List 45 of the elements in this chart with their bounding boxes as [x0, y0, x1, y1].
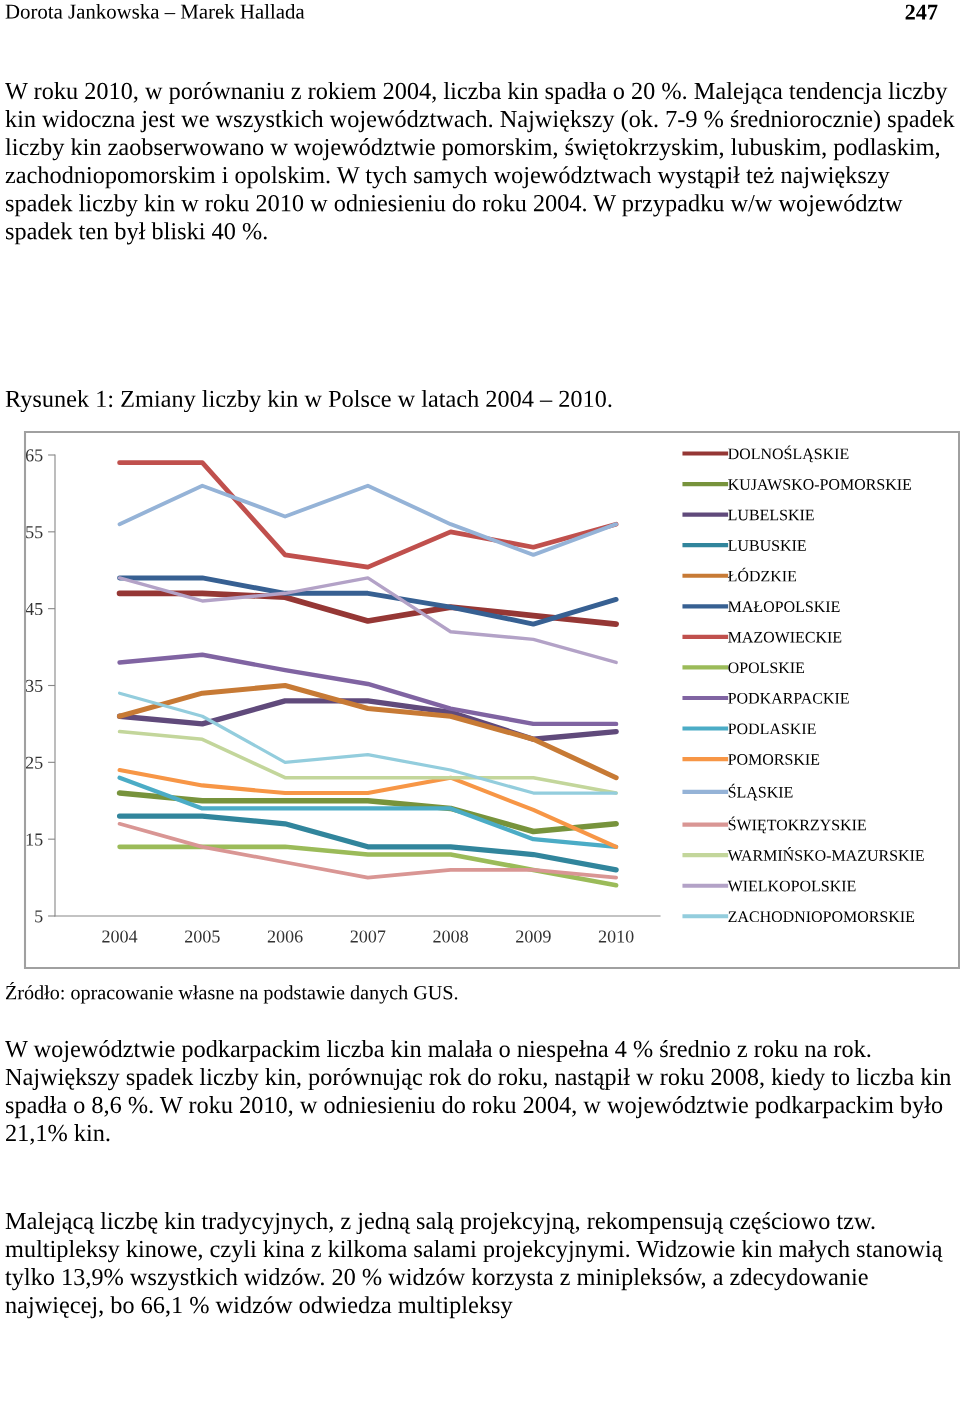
legend-label: LUBUSKIE	[728, 540, 806, 551]
text: W roku 2010, w porównaniu z rokiem 2004, liczba kin spadła o 20 %. Malejąca tendencja liczby kin widoczna jest we wszystkich województwach. Największy (ok. 7-9 % średniorocznie) spadek liczby kin zaobserwowano w województwie pomorskim, świętokrzyskim, lubuskim, podlaskim, zachodniopomorskim i opolskim. W tych samych województwach wystąpił też największy spadek liczby kin w roku 2010 w odniesieniu do roku 2004. W przypadku w/w województw spadek ten był bliski 40 %.	[5, 82, 955, 245]
y-tick-label: 55	[26, 526, 43, 539]
legend-label: ŁÓDZKIE	[728, 567, 797, 582]
legend-label: DOLNOŚLĄSKIE	[728, 445, 849, 463]
y-tick-label: 65	[25, 449, 43, 462]
legend-label: ZACHODNIOPOMORSKIE	[728, 911, 915, 923]
legend-label: MAZOWIECKIE	[728, 631, 842, 643]
text: W województwie podkarpackim liczba kin malała o niespełna 4 % średnio z roku na rok. Największy spadek liczby kin, porównując rok do roku, nastąpił w roku 2008, kiedy to liczba kin spadła o 8,6 %. W roku 2010, w odniesieniu do roku 2004, w województwie podkarpackim było 21,1% kin.	[5, 1040, 951, 1145]
y-tick-label: 5	[35, 910, 43, 923]
legend-label: PODLASKIE	[728, 723, 816, 735]
y-tick-label: 25	[25, 756, 43, 769]
text: Dorota Jankowska – Marek Hallada	[5, 4, 305, 19]
text: 247	[905, 4, 938, 20]
y-tick-label: 15	[26, 833, 43, 846]
line-series	[117, 729, 618, 795]
legend-label: OPOLSKIE	[728, 662, 805, 674]
chart-title: Rysunek 1: Zmiany liczby kin w Polsce w latach 2004 – 2010.	[5, 390, 612, 413]
x-tick-label: 2008	[433, 930, 468, 943]
legend-label: KUJAWSKO-POMORSKIE	[728, 479, 912, 490]
legend-label: PODKARPACKIE	[728, 692, 849, 704]
text: Malejącą liczbę kin tradycyjnych, z jedną salą projekcyjną, rekompensują częściowo tzw. multipleksy kinowe, czyli kina z kilkoma salami projekcyjnymi. Widzowie kin małych stanowią tylko 13,9% wszystkich widzów. 20 % widzów korzysta z minipleksów, a zdecydowanie najwięcej, bo 66,1 % widzów odwiedza multipleksy	[5, 1212, 943, 1319]
text: Źródło: opracowanie własne na podstawie danych GUS.	[5, 982, 458, 1004]
legend-label: WIELKOPOLSKIE	[727, 880, 856, 892]
line-series	[117, 691, 618, 795]
legend-label: ŚLĄSKIE	[728, 783, 793, 801]
y-tick-label: 35	[26, 679, 43, 692]
legend-label: WARMIŃSKO-MAZURSKIE	[727, 847, 924, 862]
line-series	[117, 844, 619, 888]
x-tick-label: 2010	[598, 930, 634, 943]
x-tick-label: 2006	[267, 930, 303, 943]
y-tick-label: 45	[25, 603, 43, 616]
legend-label: LUBELSKIE	[728, 509, 814, 521]
line-series	[117, 483, 619, 557]
x-tick-label: 2004	[102, 930, 138, 943]
line-series	[117, 576, 618, 665]
x-tick-label: 2009	[516, 930, 551, 943]
legend-label: POMORSKIE	[728, 754, 820, 765]
legend-label: MAŁOPOLSKIE	[728, 601, 840, 613]
line-series	[117, 652, 619, 727]
line-series	[117, 821, 618, 880]
x-tick-label: 2007	[350, 930, 386, 943]
line-series	[117, 575, 619, 627]
x-tick-label: 2005	[185, 930, 220, 943]
legend-label: ŚWIĘTOKRZYSKIE	[728, 816, 866, 834]
